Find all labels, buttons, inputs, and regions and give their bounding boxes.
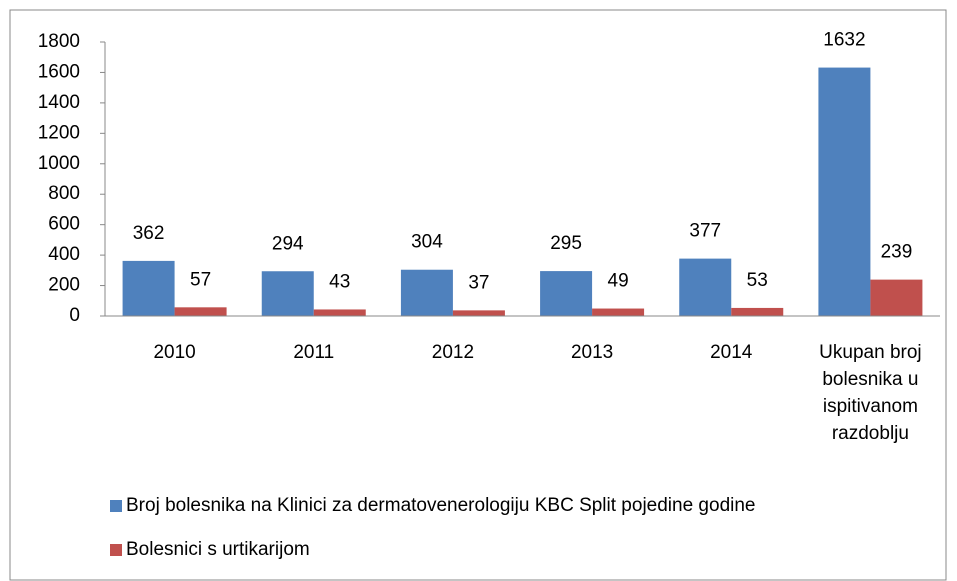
legend-swatch <box>110 500 122 512</box>
bar <box>592 308 645 316</box>
x-tick-label: 2011 <box>293 342 335 363</box>
chart-border <box>9 9 947 581</box>
legend-label: Broj bolesnika na Klinici za dermatovene… <box>126 495 756 516</box>
x-tick-label: 2012 <box>431 342 475 363</box>
y-tick-label: 200 <box>48 275 80 296</box>
y-tick-label: 1600 <box>38 61 80 82</box>
y-tick-label: 1400 <box>38 92 80 113</box>
bar <box>261 271 314 316</box>
data-label: 377 <box>689 221 721 242</box>
y-tick-label: 1800 <box>38 31 80 52</box>
x-tick-label: 2013 <box>570 342 614 363</box>
bar <box>400 269 453 316</box>
bar <box>174 307 227 316</box>
data-label: 37 <box>468 272 489 293</box>
bar <box>870 279 923 316</box>
data-label: 295 <box>550 233 582 254</box>
bar <box>452 310 505 316</box>
y-tick-label: 1200 <box>38 122 80 143</box>
data-label: 362 <box>133 223 165 244</box>
bar <box>818 67 871 316</box>
y-tick-label: 1000 <box>38 153 80 174</box>
x-tick-label: 2010 <box>153 342 196 363</box>
bar <box>122 260 175 316</box>
bar <box>313 309 366 316</box>
data-label: 53 <box>747 270 768 291</box>
data-label: 49 <box>608 271 629 292</box>
data-label: 304 <box>411 232 443 253</box>
y-tick-label: 600 <box>48 214 80 235</box>
legend-swatch <box>110 544 122 556</box>
x-tick-label: 2014 <box>710 342 753 363</box>
y-tick-label: 400 <box>48 244 80 265</box>
data-label: 1632 <box>823 30 865 51</box>
bar <box>679 258 732 316</box>
bar <box>731 307 784 316</box>
data-label: 294 <box>272 233 304 254</box>
y-tick-label: 800 <box>48 183 80 204</box>
bar <box>540 271 593 316</box>
x-tick-label: Ukupan broj bolesnika u ispitivanom razd… <box>819 342 922 444</box>
y-tick-label: 0 <box>69 305 80 326</box>
data-label: 57 <box>190 269 211 290</box>
data-label: 43 <box>329 271 350 292</box>
data-label: 239 <box>881 242 913 263</box>
legend-label: Bolesnici s urtikarijom <box>126 539 310 560</box>
